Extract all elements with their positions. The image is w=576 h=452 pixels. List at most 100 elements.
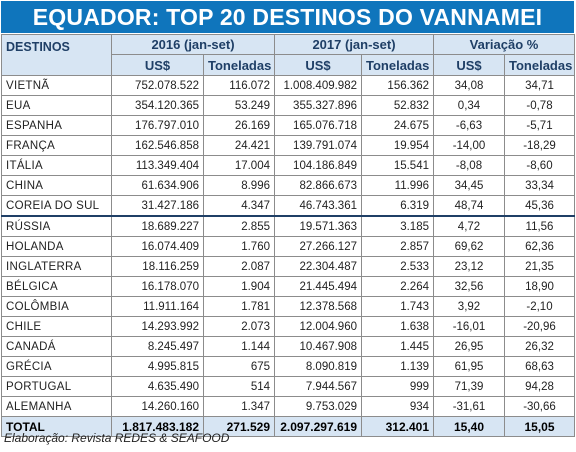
usd-2016-cell: 176.797.010 (111, 115, 204, 136)
toneladas-2016-cell: 116.072 (203, 75, 275, 96)
toneladas-2017-cell: 934 (361, 396, 434, 417)
total-toneladas-2017: 312.401 (361, 416, 434, 437)
usd-2017-cell: 12.378.568 (274, 296, 362, 317)
toneladas-2017-cell: 52.832 (361, 95, 434, 116)
variacao-usd-cell: 71,39 (433, 376, 505, 397)
destination-name-cell: GRÉCIA (1, 356, 112, 377)
table-row: ITÁLIA 113.349.404 17.004 104.186.849 15.541… (1, 155, 575, 176)
toneladas-2016-cell: 2.087 (203, 256, 275, 277)
usd-2016-cell: 162.546.858 (111, 135, 204, 156)
total-variacao-usd: 15,40 (433, 416, 505, 437)
toneladas-2017-cell: 1.743 (361, 296, 434, 317)
usd-2017-cell: 165.076.718 (274, 115, 362, 136)
toneladas-2016-cell: 8.996 (203, 175, 275, 196)
toneladas-2017-cell: 2.533 (361, 256, 434, 277)
variacao-usd-cell: -14,00 (433, 135, 505, 156)
toneladas-2016-cell: 26.169 (203, 115, 275, 136)
usd-2017-cell: 27.266.127 (274, 236, 362, 257)
variacao-usd-cell: 69,62 (433, 236, 505, 257)
total-label: TOTAL (1, 416, 112, 437)
table-row: RÚSSIA 18.689.227 2.855 19.571.363 3.185 4,72… (1, 215, 575, 237)
variacao-toneladas-cell: -8,60 (504, 155, 575, 176)
table-row: BÉLGICA 16.178.070 1.904 21.445.494 2.264 32,… (1, 276, 575, 297)
header-usd-2017: US$ (274, 54, 362, 76)
destinations-table: DESTINOS 2016 (jan-set) 2017 (jan-set) V… (1, 34, 575, 437)
header-2017: 2017 (jan-set) (274, 34, 434, 55)
variacao-usd-cell: -8,08 (433, 155, 505, 176)
header-toneladas-2016: Toneladas (203, 54, 275, 76)
header-row-groups: DESTINOS 2016 (jan-set) 2017 (jan-set) V… (1, 34, 575, 76)
toneladas-2017-cell: 156.362 (361, 75, 434, 96)
table-row: INGLATERRA 18.116.259 2.087 22.304.487 2.533… (1, 256, 575, 277)
total-usd-2016: 1.817.483.182 (111, 416, 204, 437)
usd-2016-cell: 14.293.992 (111, 316, 204, 337)
header-row-units: US$ Toneladas US$ Toneladas US$ Tonelada… (2, 54, 575, 76)
destination-name-cell: CANADÁ (1, 336, 112, 357)
toneladas-2016-cell: 17.004 (203, 155, 275, 176)
variacao-usd-cell: 34,45 (433, 175, 505, 196)
toneladas-2017-cell: 19.954 (361, 135, 434, 156)
usd-2017-cell: 9.753.029 (274, 396, 362, 417)
variacao-usd-cell: -31,61 (433, 396, 505, 417)
table-row: CHINA 61.634.906 8.996 82.866.673 11.996 34,4… (1, 175, 575, 196)
variacao-toneladas-cell: -5,71 (504, 115, 575, 136)
variacao-toneladas-cell: -0,78 (504, 95, 575, 116)
usd-2016-cell: 61.634.906 (111, 175, 204, 196)
variacao-toneladas-cell: 11,56 (504, 215, 575, 237)
table-row: ALEMANHA 14.260.160 1.347 9.753.029 934 -31,6… (1, 396, 575, 417)
total-variacao-toneladas: 15,05 (504, 416, 575, 437)
toneladas-2016-cell: 1.781 (203, 296, 275, 317)
toneladas-2017-cell: 11.996 (361, 175, 434, 196)
destination-name-cell: ESPANHA (1, 115, 112, 136)
toneladas-2017-cell: 2.264 (361, 276, 434, 297)
usd-2016-cell: 752.078.522 (111, 75, 204, 96)
variacao-usd-cell: -6,63 (433, 115, 505, 136)
variacao-usd-cell: 61,95 (433, 356, 505, 377)
table-row: GRÉCIA 4.995.815 675 8.090.819 1.139 61,95 68,… (1, 356, 575, 377)
toneladas-2017-cell: 15.541 (361, 155, 434, 176)
usd-2016-cell: 16.178.070 (111, 276, 204, 297)
usd-2016-cell: 354.120.365 (111, 95, 204, 116)
usd-2016-cell: 4.635.490 (111, 376, 204, 397)
usd-2017-cell: 10.467.908 (274, 336, 362, 357)
table-title: EQUADOR: TOP 20 DESTINOS DO VANNAMEI (1, 1, 574, 33)
table-row: VIETNÃ 752.078.522 116.072 1.008.409.982 156… (1, 75, 575, 96)
toneladas-2016-cell: 2.073 (203, 316, 275, 337)
variacao-toneladas-cell: -2,10 (504, 296, 575, 317)
toneladas-2016-cell: 675 (203, 356, 275, 377)
usd-2017-cell: 21.445.494 (274, 276, 362, 297)
variacao-toneladas-cell: 94,28 (504, 376, 575, 397)
variacao-toneladas-cell: 62,36 (504, 236, 575, 257)
destination-name-cell: RÚSSIA (1, 215, 112, 237)
destination-name-cell: ITÁLIA (1, 155, 112, 176)
usd-2016-cell: 31.427.186 (111, 195, 204, 217)
variacao-toneladas-cell: 33,34 (504, 175, 575, 196)
table-row: CANADÁ 8.245.497 1.144 10.467.908 1.445 26,95… (1, 336, 575, 357)
destination-name-cell: COREIA DO SUL (1, 195, 112, 217)
usd-2017-cell: 82.866.673 (274, 175, 362, 196)
toneladas-2017-cell: 1.445 (361, 336, 434, 357)
usd-2017-cell: 7.944.567 (274, 376, 362, 397)
usd-2016-cell: 18.689.227 (111, 215, 204, 237)
header-destinos: DESTINOS (1, 34, 112, 76)
table-row: FRANÇA 162.546.858 24.421 139.791.074 19.954… (1, 135, 575, 156)
variacao-usd-cell: 32,56 (433, 276, 505, 297)
usd-2017-cell: 12.004.960 (274, 316, 362, 337)
table-row: HOLANDA 16.074.409 1.760 27.266.127 2.857 69,… (1, 236, 575, 257)
destination-name-cell: ALEMANHA (1, 396, 112, 417)
table-row: EUA 354.120.365 53.249 355.327.896 52.832 0,3… (1, 95, 575, 116)
usd-2017-cell: 355.327.896 (274, 95, 362, 116)
toneladas-2017-cell: 999 (361, 376, 434, 397)
variacao-toneladas-cell: -18,29 (504, 135, 575, 156)
variacao-toneladas-cell: -20,96 (504, 316, 575, 337)
usd-2017-cell: 46.743.361 (274, 195, 362, 217)
table-row: COREIA DO SUL 31.427.186 4.347 46.743.361 6.… (1, 195, 575, 217)
destination-name-cell: COLÔMBIA (1, 296, 112, 317)
destination-name-cell: PORTUGAL (1, 376, 112, 397)
destination-name-cell: CHINA (1, 175, 112, 196)
usd-2017-cell: 104.186.849 (274, 155, 362, 176)
toneladas-2016-cell: 1.144 (203, 336, 275, 357)
toneladas-2016-cell: 1.904 (203, 276, 275, 297)
usd-2016-cell: 16.074.409 (111, 236, 204, 257)
usd-2017-cell: 19.571.363 (274, 215, 362, 237)
